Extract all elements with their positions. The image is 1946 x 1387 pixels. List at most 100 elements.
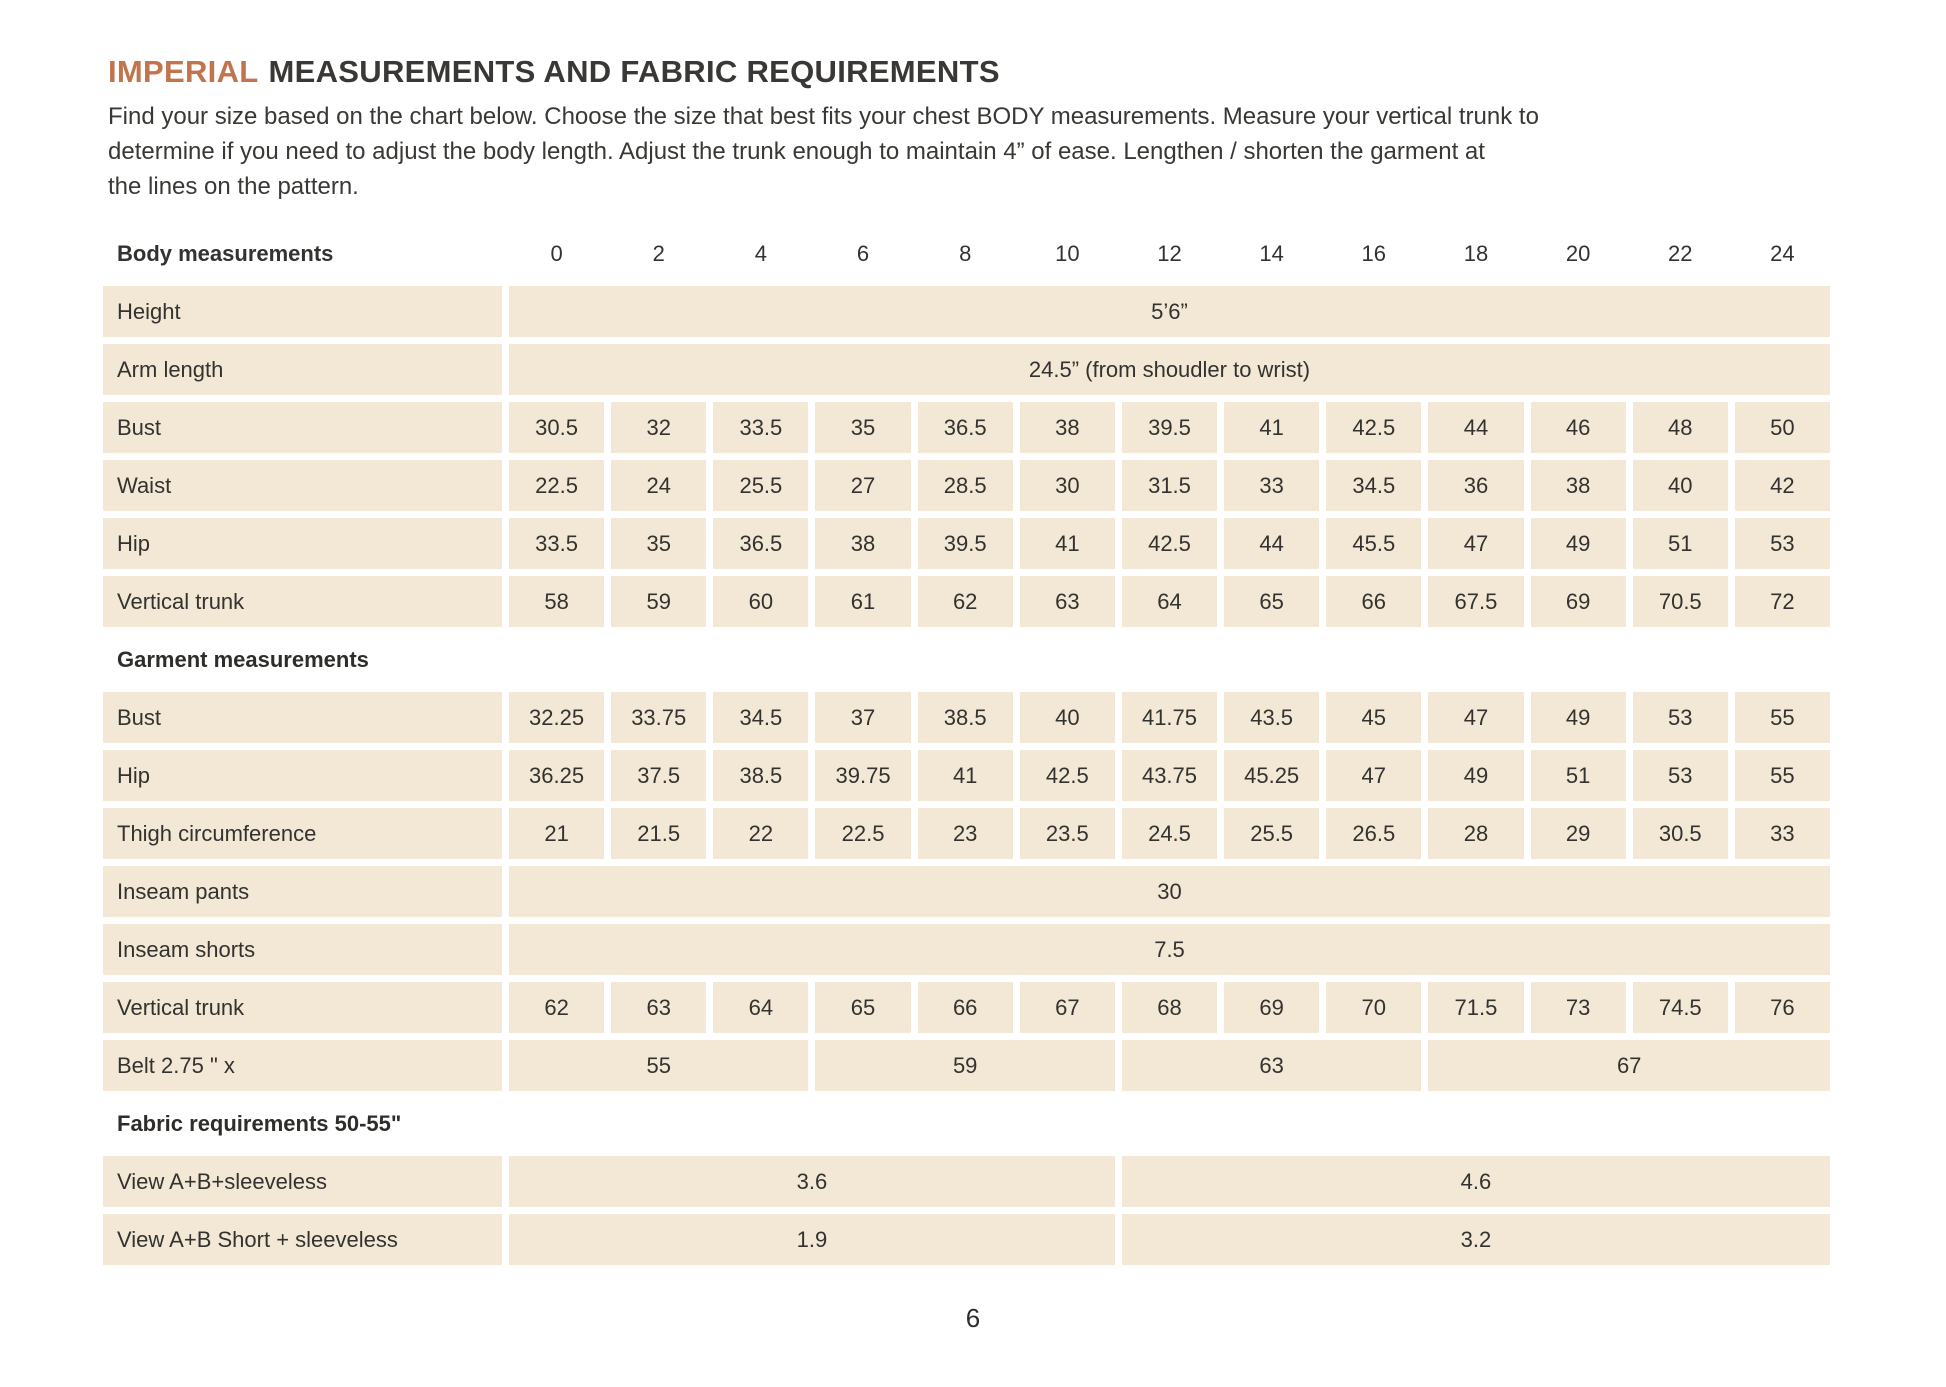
intro-line: the lines on the pattern. xyxy=(108,173,359,200)
page-number: 6 xyxy=(965,1303,981,1333)
value-cell: 60 xyxy=(713,576,809,627)
value-cell: 23.5 xyxy=(1019,808,1115,859)
row-label: Vertical trunk xyxy=(103,982,502,1033)
intro-line: Find your size based on the chart below.… xyxy=(108,103,1539,130)
value-cell: 41.75 xyxy=(1121,692,1218,743)
value-cell: 30.5 xyxy=(509,402,605,453)
row-label: Belt 2.75 " x xyxy=(103,1040,502,1091)
row-label: Hip xyxy=(103,750,502,801)
value-cell: 33 xyxy=(1224,460,1320,511)
group-value-cell: 3.2 xyxy=(1121,1214,1830,1265)
value-cell: 30 xyxy=(1019,460,1115,511)
value-cell: 37 xyxy=(815,692,911,743)
row-label: Height xyxy=(103,286,502,337)
value-cell: 67 xyxy=(1019,982,1115,1033)
section-heading: Garment measurements xyxy=(117,646,369,672)
value-cell: 38.5 xyxy=(713,750,809,801)
value-cell: 36 xyxy=(1428,460,1524,511)
value-cell: 36.5 xyxy=(713,518,809,569)
value-cell: 63 xyxy=(611,982,707,1033)
value-cell: 35 xyxy=(815,402,911,453)
value-cell: 70.5 xyxy=(1632,576,1728,627)
value-cell: 70 xyxy=(1326,982,1422,1033)
merged-value-cell: 5’6” xyxy=(509,286,1830,337)
value-cell: 21 xyxy=(509,808,605,859)
intro-paragraph: Find your size based on the chart below.… xyxy=(108,99,1868,204)
value-cell: 37.5 xyxy=(611,750,707,801)
page-title-rest: MEASUREMENTS AND FABRIC REQUIREMENTS xyxy=(268,54,1000,89)
size-column-header: 6 xyxy=(856,240,870,266)
value-cell: 24.5 xyxy=(1121,808,1218,859)
value-cell: 66 xyxy=(917,982,1013,1033)
value-cell: 58 xyxy=(509,576,605,627)
row-label: Vertical trunk xyxy=(103,576,502,627)
value-cell: 38 xyxy=(815,518,911,569)
value-cell: 26.5 xyxy=(1326,808,1422,859)
value-cell: 48 xyxy=(1632,402,1728,453)
value-cell: 22.5 xyxy=(509,460,605,511)
value-cell: 24 xyxy=(611,460,707,511)
group-value-cell: 3.6 xyxy=(509,1156,1115,1207)
size-table: Body measurements 0 2 4 6 8 10 12 14 16 18 20 22 24 He… xyxy=(103,228,1830,1265)
value-cell: 43.5 xyxy=(1224,692,1320,743)
value-cell: 36.5 xyxy=(917,402,1013,453)
table-header-label: Body measurements xyxy=(117,240,334,266)
value-cell: 41 xyxy=(917,750,1013,801)
value-cell: 40 xyxy=(1019,692,1115,743)
value-cell: 63 xyxy=(1019,576,1115,627)
size-column-header: 4 xyxy=(754,240,767,266)
merged-value-cell: 30 xyxy=(509,866,1830,917)
size-column-header: 16 xyxy=(1361,240,1387,266)
value-cell: 41 xyxy=(1019,518,1115,569)
row-label: Inseam shorts xyxy=(103,924,502,975)
value-cell: 51 xyxy=(1530,750,1626,801)
row-label: View A+B Short + sleeveless xyxy=(103,1214,502,1265)
value-cell: 33.75 xyxy=(611,692,707,743)
value-cell: 42.5 xyxy=(1326,402,1422,453)
value-cell: 25.5 xyxy=(713,460,809,511)
value-cell: 74.5 xyxy=(1632,982,1728,1033)
value-cell: 53 xyxy=(1632,750,1728,801)
value-cell: 32.25 xyxy=(509,692,605,743)
row-label: Arm length xyxy=(103,344,502,395)
value-cell: 34.5 xyxy=(1326,460,1422,511)
value-cell: 42.5 xyxy=(1121,518,1218,569)
intro-line: determine if you need to adjust the body… xyxy=(108,138,1485,165)
group-value-cell: 4.6 xyxy=(1121,1156,1830,1207)
value-cell: 23 xyxy=(917,808,1013,859)
row-label: Inseam pants xyxy=(103,866,502,917)
value-cell: 49 xyxy=(1428,750,1524,801)
value-cell: 28 xyxy=(1428,808,1524,859)
size-column-header: 12 xyxy=(1157,240,1182,266)
value-cell: 39.75 xyxy=(815,750,911,801)
value-cell: 27 xyxy=(815,460,911,511)
value-cell: 65 xyxy=(1224,576,1320,627)
value-cell: 41 xyxy=(1224,402,1320,453)
row-label: Bust xyxy=(103,402,502,453)
value-cell: 59 xyxy=(611,576,707,627)
value-cell: 47 xyxy=(1428,518,1524,569)
value-cell: 22 xyxy=(713,808,809,859)
value-cell: 43.75 xyxy=(1121,750,1218,801)
value-cell: 28.5 xyxy=(917,460,1013,511)
value-cell: 45 xyxy=(1326,692,1422,743)
row-label: Hip xyxy=(103,518,502,569)
size-column-header: 0 xyxy=(550,240,563,266)
value-cell: 42 xyxy=(1734,460,1830,511)
value-cell: 49 xyxy=(1530,692,1626,743)
value-cell: 65 xyxy=(815,982,911,1033)
row-label: Bust xyxy=(103,692,502,743)
value-cell: 53 xyxy=(1632,692,1728,743)
value-cell: 34.5 xyxy=(713,692,809,743)
value-cell: 51 xyxy=(1632,518,1728,569)
value-cell: 38 xyxy=(1530,460,1626,511)
value-cell: 61 xyxy=(815,576,911,627)
value-cell: 39.5 xyxy=(917,518,1013,569)
value-cell: 53 xyxy=(1734,518,1830,569)
value-cell: 76 xyxy=(1734,982,1830,1033)
value-cell: 29 xyxy=(1530,808,1626,859)
value-cell: 39.5 xyxy=(1121,402,1218,453)
size-column-header: 8 xyxy=(959,240,972,266)
value-cell: 46 xyxy=(1530,402,1626,453)
value-cell: 64 xyxy=(1121,576,1218,627)
